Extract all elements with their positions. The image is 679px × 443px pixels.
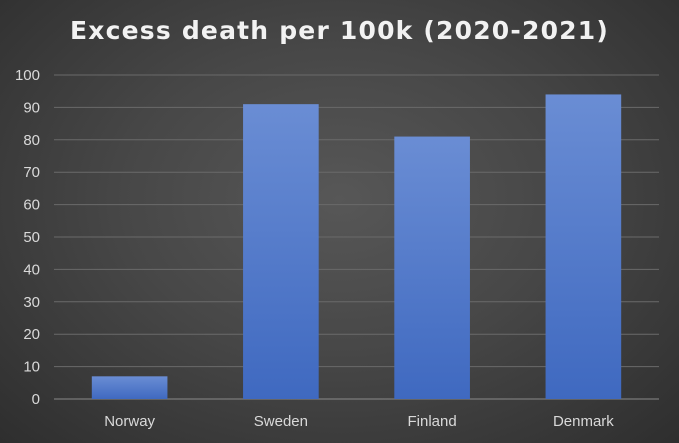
x-axis-ticks: Norway Sweden Finland Denmark [104, 413, 614, 430]
bar-sweden [243, 104, 319, 399]
y-tick-label: 50 [23, 229, 40, 246]
y-axis-ticks: 0 10 20 30 40 50 60 70 80 90 100 [15, 67, 40, 408]
bars [91, 94, 622, 399]
bar-denmark [545, 94, 622, 399]
y-tick-label: 30 [23, 294, 40, 311]
bar-finland [394, 136, 470, 399]
y-tick-label: 70 [23, 164, 40, 181]
y-tick-label: 40 [23, 261, 40, 278]
y-tick-label: 0 [32, 391, 40, 408]
y-tick-label: 100 [15, 67, 40, 84]
y-tick-label: 10 [23, 359, 40, 376]
x-tick-label: Finland [408, 413, 457, 430]
x-tick-label: Sweden [254, 413, 308, 430]
chart-title: Excess death per 100k (2020-2021) [69, 16, 609, 45]
x-tick-label: Norway [104, 413, 155, 430]
y-tick-label: 80 [23, 132, 40, 149]
bar-norway [91, 376, 168, 399]
y-tick-label: 60 [23, 197, 40, 214]
x-tick-label: Denmark [553, 413, 614, 430]
y-tick-label: 90 [23, 99, 40, 116]
y-tick-label: 20 [23, 326, 40, 343]
